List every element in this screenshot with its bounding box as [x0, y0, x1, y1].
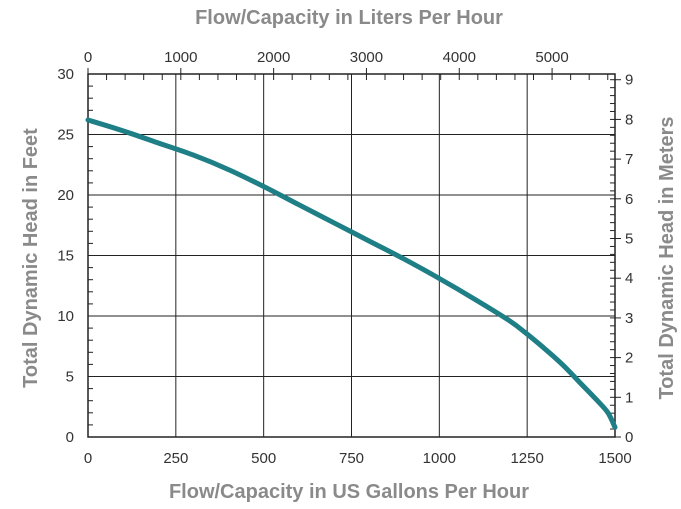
right-tick-label: 6	[625, 191, 633, 208]
series-line-pump-curve	[85, 117, 618, 430]
left-tick-label: 0	[66, 429, 74, 446]
bottom-tick-label: 1500	[598, 450, 631, 467]
top-tick-label: 1000	[164, 49, 197, 66]
left-tick-label: 30	[57, 66, 74, 83]
left-tick-label: 15	[57, 248, 74, 265]
bottom-tick-label: 1250	[510, 450, 543, 467]
top-tick-label: 3000	[350, 49, 383, 66]
bottom-tick-label: 500	[251, 450, 276, 467]
right-tick-label: 5	[625, 231, 633, 248]
top-tick-label: 0	[84, 49, 92, 66]
right-axis-title: Total Dynamic Head in Meters	[656, 116, 678, 399]
right-tick-label: 0	[625, 429, 633, 446]
right-tick-label: 9	[625, 72, 633, 89]
left-axis-title: Total Dynamic Head in Feet	[20, 128, 42, 388]
right-tick-label: 8	[625, 111, 633, 128]
top-tick-label: 2000	[257, 49, 290, 66]
minor-ticks	[87, 68, 621, 438]
right-tick-label: 1	[625, 389, 633, 406]
left-tick-label: 5	[66, 369, 74, 386]
bottom-tick-label: 0	[84, 450, 92, 467]
right-tick-label: 7	[625, 151, 633, 168]
bottom-axis-title: Flow/Capacity in US Gallons Per Hour	[169, 481, 529, 503]
top-axis-title: Flow/Capacity in Liters Per Hour	[195, 7, 503, 29]
left-tick-label: 10	[57, 308, 74, 325]
left-tick-label: 25	[57, 127, 74, 144]
top-tick-label: 4000	[443, 49, 476, 66]
bottom-tick-label: 750	[339, 450, 364, 467]
left-tick-label: 20	[57, 187, 74, 204]
bottom-tick-label: 250	[163, 450, 188, 467]
top-tick-label: 5000	[535, 49, 568, 66]
bottom-tick-label: 1000	[423, 450, 456, 467]
right-tick-label: 2	[625, 350, 633, 367]
plot-frame	[87, 73, 616, 438]
right-tick-label: 3	[625, 310, 633, 327]
right-tick-label: 4	[625, 270, 633, 287]
grid-lines	[87, 73, 616, 438]
